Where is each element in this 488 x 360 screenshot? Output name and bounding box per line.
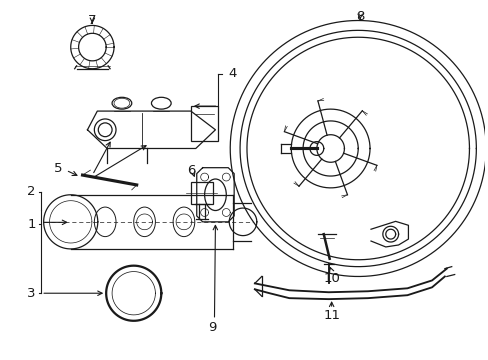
Text: 11: 11 — [323, 309, 340, 322]
Text: 5: 5 — [54, 162, 62, 175]
Text: 3: 3 — [27, 287, 36, 300]
Text: 10: 10 — [323, 272, 339, 285]
Text: 4: 4 — [227, 67, 236, 80]
Text: 8: 8 — [355, 10, 364, 23]
Text: 1: 1 — [27, 218, 36, 231]
Text: 9: 9 — [208, 321, 216, 334]
Text: 6: 6 — [186, 164, 195, 177]
Text: 7: 7 — [88, 14, 97, 27]
Text: 2: 2 — [27, 185, 36, 198]
